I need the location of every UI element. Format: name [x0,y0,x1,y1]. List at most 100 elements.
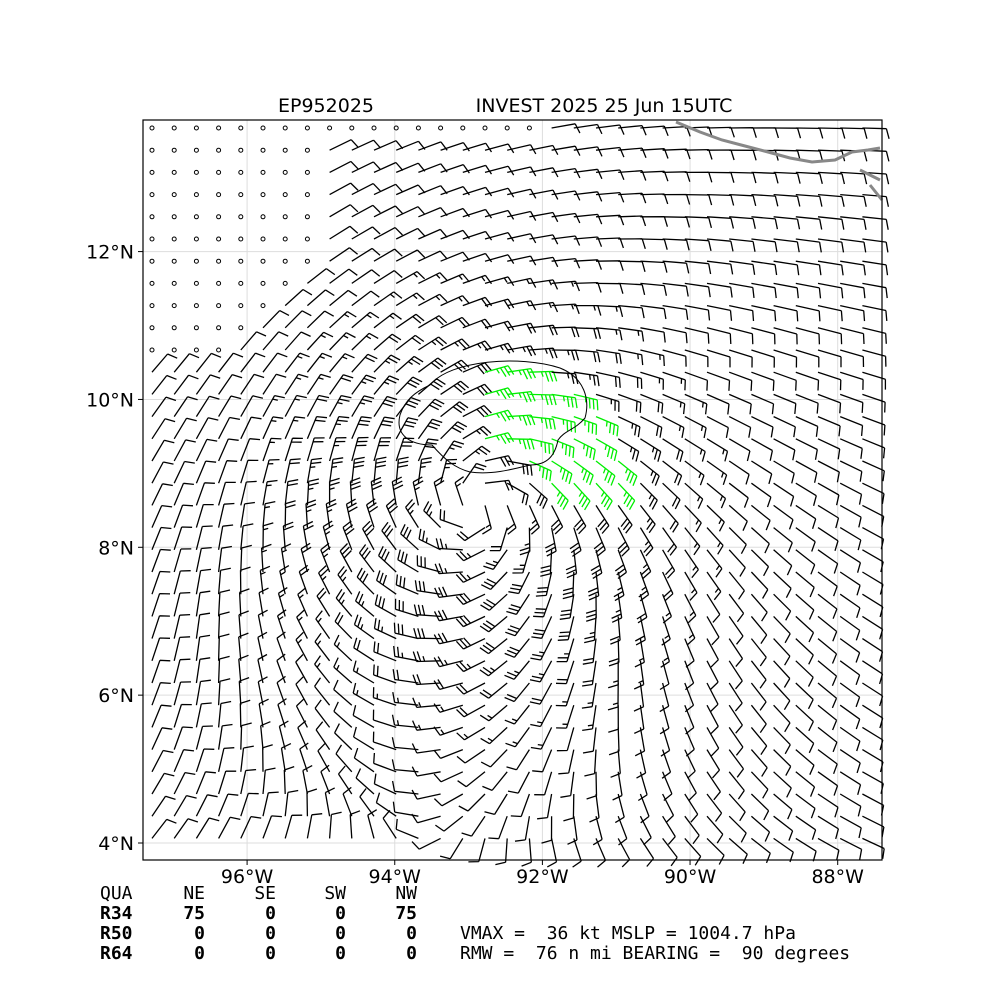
wind-barb [573,505,587,535]
wind-barb [839,837,863,860]
wind-barb [276,653,286,684]
calm-marker [371,125,377,131]
wind-barb [260,721,271,750]
wind-barb [484,187,515,198]
calm-marker [393,125,399,131]
wind-barb [618,260,646,272]
wind-barb [862,393,886,413]
wind-barb [440,421,468,440]
wind-barb [195,395,220,417]
wind-barb [462,208,493,219]
wind-barb [773,416,796,438]
wind-barb [573,146,603,157]
calm-marker [171,125,177,131]
wind-barb [173,726,193,750]
wind-barb [617,838,631,868]
wind-barb [320,542,331,573]
wind-barb [817,282,844,299]
wind-barb [519,527,531,556]
wind-barb [217,502,235,528]
wind-barb [217,700,232,728]
wind-barb [284,500,296,528]
wind-barb [333,634,353,662]
wind-barb [195,702,212,728]
calm-marker [171,303,177,309]
storm-id: EP952025 [278,95,374,117]
wind-barb [662,393,686,415]
wind-barb [751,127,780,139]
wind-barb [434,563,463,575]
wind-barb [551,349,580,361]
wind-barb [195,525,213,550]
wind-barb [151,461,174,484]
wind-barb [706,793,723,822]
wind-barb [706,171,735,183]
wind-barb [457,771,486,788]
wind-barb [662,171,691,182]
wind-barb [240,331,267,351]
wind-barb [751,171,779,184]
wind-barb [662,482,681,510]
wind-barb [840,371,864,390]
wind-barb [862,571,884,595]
wind-barb [559,594,575,620]
wind-barb [839,571,861,596]
wind-barb [773,393,797,414]
wind-barb [351,436,369,462]
wind-barb [413,628,441,640]
wind-barb [862,438,886,459]
wind-barb [488,815,508,840]
wind-barb [573,123,603,135]
calm-marker [304,192,310,198]
wind-barb [412,674,441,686]
calm-marker [304,214,310,220]
wind-barb [817,504,840,529]
calm-marker [460,125,466,131]
wind-barb [375,792,397,817]
wind-barb [595,349,622,364]
wind-barb [817,549,839,574]
wind-barb [259,565,271,595]
wind-barb [462,340,493,352]
wind-barb [395,249,426,262]
wind-barb [395,456,409,484]
wind-barb [507,322,537,334]
wind-barb [440,163,470,174]
wind-barb [817,349,842,368]
wind-barb [795,393,819,414]
wind-barb [352,705,375,728]
wind-barb [751,416,774,438]
wind-barb [306,268,336,284]
wind-barb [284,373,309,395]
calm-marker [304,169,310,175]
wind-barb [584,616,597,644]
wind-barb [618,349,644,366]
wind-barb [706,126,735,138]
wind-barb [484,165,515,176]
calm-marker [149,325,155,331]
wind-barb [795,149,824,162]
wind-barb [662,571,674,602]
wind-barb [639,482,658,510]
wind-barb [840,304,866,322]
calm-marker [327,125,333,131]
wind-barb [728,371,753,391]
wind-barb [862,238,889,253]
wind-barb [773,438,796,461]
wind-barb [595,393,620,412]
wind-barb [839,415,864,436]
wind-barb [373,227,403,240]
calm-marker [216,258,222,264]
wind-barb [728,549,746,577]
wind-barb [418,272,448,284]
row-label: R50 [100,923,133,944]
wind-barb [773,638,791,666]
wind-barb [456,749,486,764]
wind-barb [751,304,777,322]
wind-barb [151,418,176,440]
wind-barb [839,593,861,618]
calm-marker [216,125,222,131]
wind-barb [706,727,720,757]
wind-barb [573,281,602,293]
table-cell: 0 [335,943,346,964]
